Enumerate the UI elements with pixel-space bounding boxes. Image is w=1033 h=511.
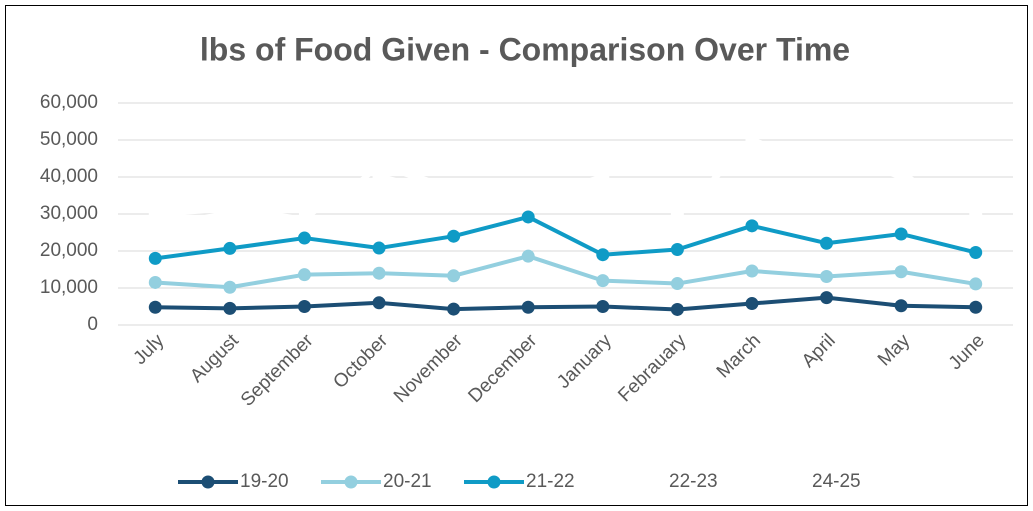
- data-point: [372, 296, 386, 310]
- series-line: [155, 214, 977, 261]
- data-point: [969, 245, 983, 259]
- data-point: [670, 203, 684, 217]
- data-point: [148, 251, 162, 265]
- legend-label: 20-21: [383, 471, 432, 492]
- data-point: [521, 300, 535, 314]
- data-point: [447, 269, 461, 283]
- data-point: [820, 144, 834, 158]
- series-line: [155, 254, 977, 290]
- y-tick-label: 20,000: [40, 240, 98, 261]
- data-point: [223, 203, 237, 217]
- data-point: [820, 236, 834, 250]
- data-point: [297, 231, 311, 245]
- legend-marker: [487, 475, 501, 489]
- data-point: [820, 291, 834, 305]
- data-point: [894, 265, 908, 279]
- data-point: [596, 174, 610, 188]
- y-tick-label: 50,000: [40, 129, 98, 150]
- data-point: [745, 264, 759, 278]
- data-point: [969, 203, 983, 217]
- legend-marker: [344, 475, 358, 489]
- y-tick-label: 0: [87, 314, 98, 335]
- data-point: [148, 275, 162, 289]
- data-point: [969, 300, 983, 314]
- series-line: [155, 145, 977, 220]
- series-line: [155, 295, 976, 312]
- data-point: [894, 299, 908, 313]
- data-point: [148, 207, 162, 221]
- y-tick-label: 30,000: [40, 203, 98, 224]
- data-point: [596, 274, 610, 288]
- y-tick-label: 40,000: [40, 166, 98, 187]
- data-point: [820, 270, 834, 284]
- data-point: [372, 266, 386, 280]
- legend-marker: [773, 475, 787, 489]
- data-point: [521, 210, 535, 224]
- data-point: [447, 181, 461, 195]
- series-line: [155, 138, 977, 224]
- data-point: [670, 243, 684, 257]
- data-point: [670, 277, 684, 291]
- data-point: [447, 229, 461, 243]
- legend-label: 19-20: [240, 471, 289, 492]
- data-point: [521, 189, 535, 202]
- data-point: [670, 302, 684, 316]
- data-point: [297, 300, 311, 313]
- legend-label: 24-25: [812, 471, 861, 492]
- data-point: [745, 140, 759, 154]
- data-point: [894, 227, 908, 241]
- data-point: [223, 301, 237, 315]
- data-point: [297, 211, 311, 225]
- chart-title: lbs of Food Given - Comparison Over Time: [200, 31, 850, 67]
- data-point: [969, 277, 983, 291]
- data-point: [745, 297, 759, 311]
- y-tick-label: 60,000: [40, 92, 98, 113]
- data-point: [223, 280, 237, 294]
- data-point: [372, 241, 386, 255]
- legend-marker: [630, 475, 644, 489]
- data-point: [148, 300, 162, 314]
- data-point: [521, 249, 535, 263]
- data-point: [894, 166, 908, 180]
- legend-label: 21-22: [526, 471, 575, 492]
- data-point: [596, 300, 610, 313]
- legend-marker: [201, 475, 215, 489]
- data-point: [372, 170, 386, 184]
- data-point: [223, 241, 237, 255]
- data-point: [596, 248, 610, 262]
- data-point: [745, 219, 759, 233]
- data-point: [447, 302, 461, 316]
- y-tick-label: 10,000: [40, 277, 98, 298]
- data-point: [297, 268, 311, 282]
- legend-label: 22-23: [669, 471, 718, 492]
